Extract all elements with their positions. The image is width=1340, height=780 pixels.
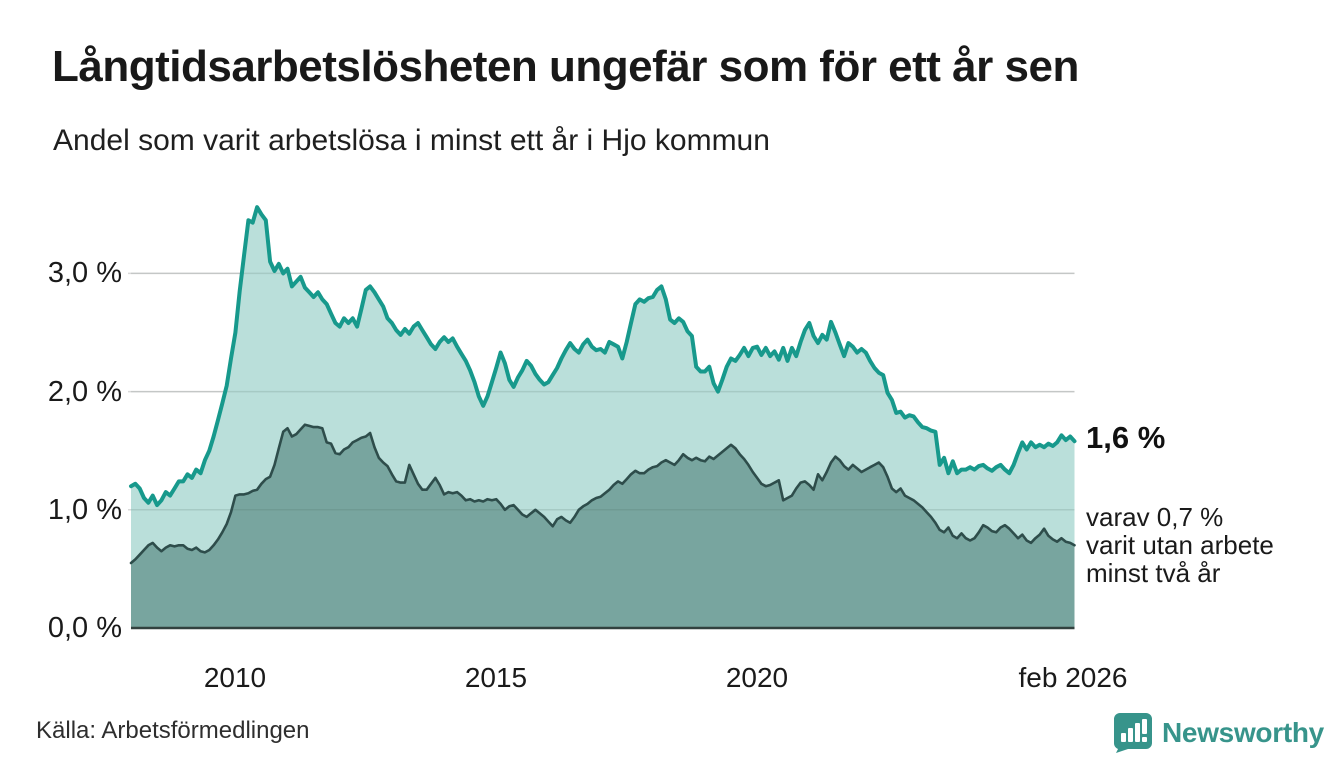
x-tick-2010: 2010 bbox=[203, 662, 267, 693]
end-value-sublabel: varav 0,7 % varit utan arbete minst två … bbox=[1086, 503, 1274, 587]
brand-name: Newsworthy bbox=[1162, 717, 1324, 748]
sublabel-line-3: minst två år bbox=[1086, 558, 1221, 588]
y-tick-1: 1,0 % bbox=[47, 494, 122, 526]
x-tick-2015: 2015 bbox=[464, 662, 528, 693]
source-note: Källa: Arbetsförmedlingen bbox=[36, 717, 310, 744]
y-tick-3: 3,0 % bbox=[47, 257, 122, 289]
y-tick-2: 2,0 % bbox=[47, 376, 122, 408]
x-tick-2020: 2020 bbox=[725, 662, 789, 693]
page-subtitle: Andel som varit arbetslösa i minst ett å… bbox=[53, 124, 770, 157]
sublabel-line-1: varav 0,7 % bbox=[1086, 502, 1224, 532]
x-tick-feb-2026: feb 2026 bbox=[1018, 662, 1128, 693]
sublabel-line-2: varit utan arbete bbox=[1086, 530, 1274, 560]
newsworthy-icon bbox=[1113, 713, 1152, 753]
brand-logo: Newsworthy bbox=[1112, 710, 1324, 756]
page-title: Långtidsarbetslösheten ungefär som för e… bbox=[52, 42, 1079, 91]
end-value-label: 1,6 % bbox=[1086, 420, 1166, 456]
y-tick-0: 0,0 % bbox=[47, 612, 122, 644]
